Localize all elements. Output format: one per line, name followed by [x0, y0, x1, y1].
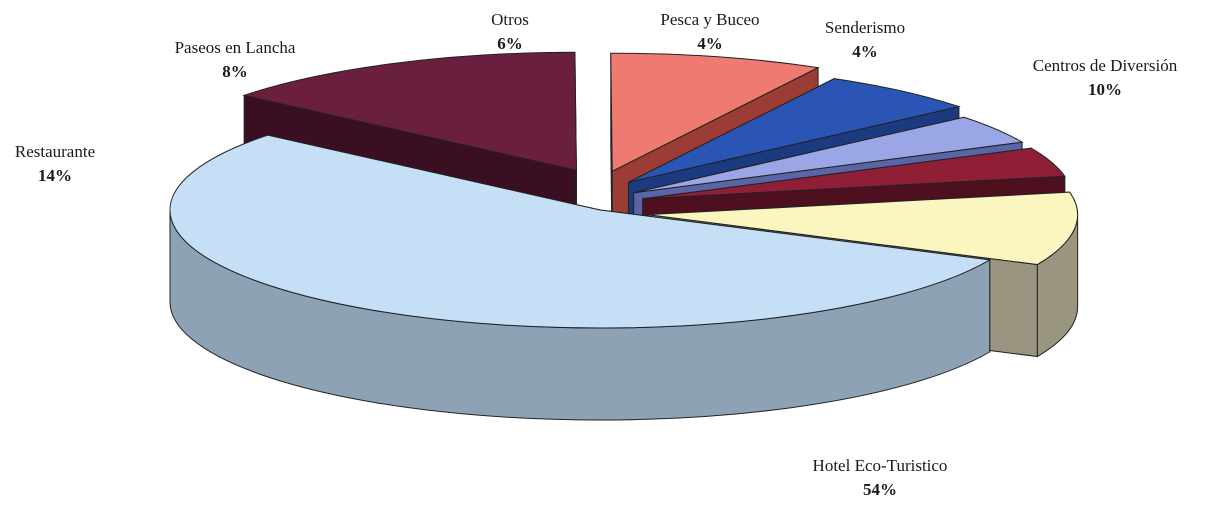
label-senderismo: Senderismo 4%	[800, 16, 930, 64]
slice-label-name: Hotel Eco-Turistico	[812, 456, 948, 475]
slice-label-name: Paseos en Lancha	[174, 38, 296, 57]
label-hotel-eco-turistico: Hotel Eco-Turistico 54%	[760, 454, 1000, 502]
label-restaurante: Restaurante 14%	[0, 140, 110, 188]
slice-top	[642, 147, 1066, 200]
slice-top	[242, 51, 577, 171]
label-otros: Otros 6%	[470, 8, 550, 56]
slice-label-percent: 4%	[697, 34, 723, 53]
slice-label-percent: 54%	[863, 480, 897, 499]
slice-label-name: Otros	[491, 10, 529, 29]
label-centros-de-diversion: Centros de Diversión 10%	[990, 54, 1220, 102]
pie-slice-hotel-eco-turistico	[169, 134, 992, 421]
slice-top	[610, 52, 820, 173]
slice-label-percent: 10%	[1088, 80, 1122, 99]
slice-label-name: Senderismo	[824, 18, 906, 37]
slice-label-name: Centros de Diversión	[1032, 56, 1178, 75]
label-paseos-en-lancha: Paseos en Lancha 8%	[140, 36, 330, 84]
slice-label-percent: 14%	[38, 166, 72, 185]
slice-label-percent: 6%	[497, 34, 523, 53]
slice-label-name: Restaurante	[14, 142, 96, 161]
slice-top	[628, 78, 961, 183]
slice-top	[647, 191, 1079, 266]
label-pesca-y-buceo: Pesca y Buceo 4%	[630, 8, 790, 56]
slice-label-name: Pesca y Buceo	[660, 10, 760, 29]
slice-top	[633, 116, 1024, 194]
slice-top	[169, 134, 992, 329]
slice-label-percent: 4%	[852, 42, 878, 61]
slice-label-percent: 8%	[222, 62, 248, 81]
